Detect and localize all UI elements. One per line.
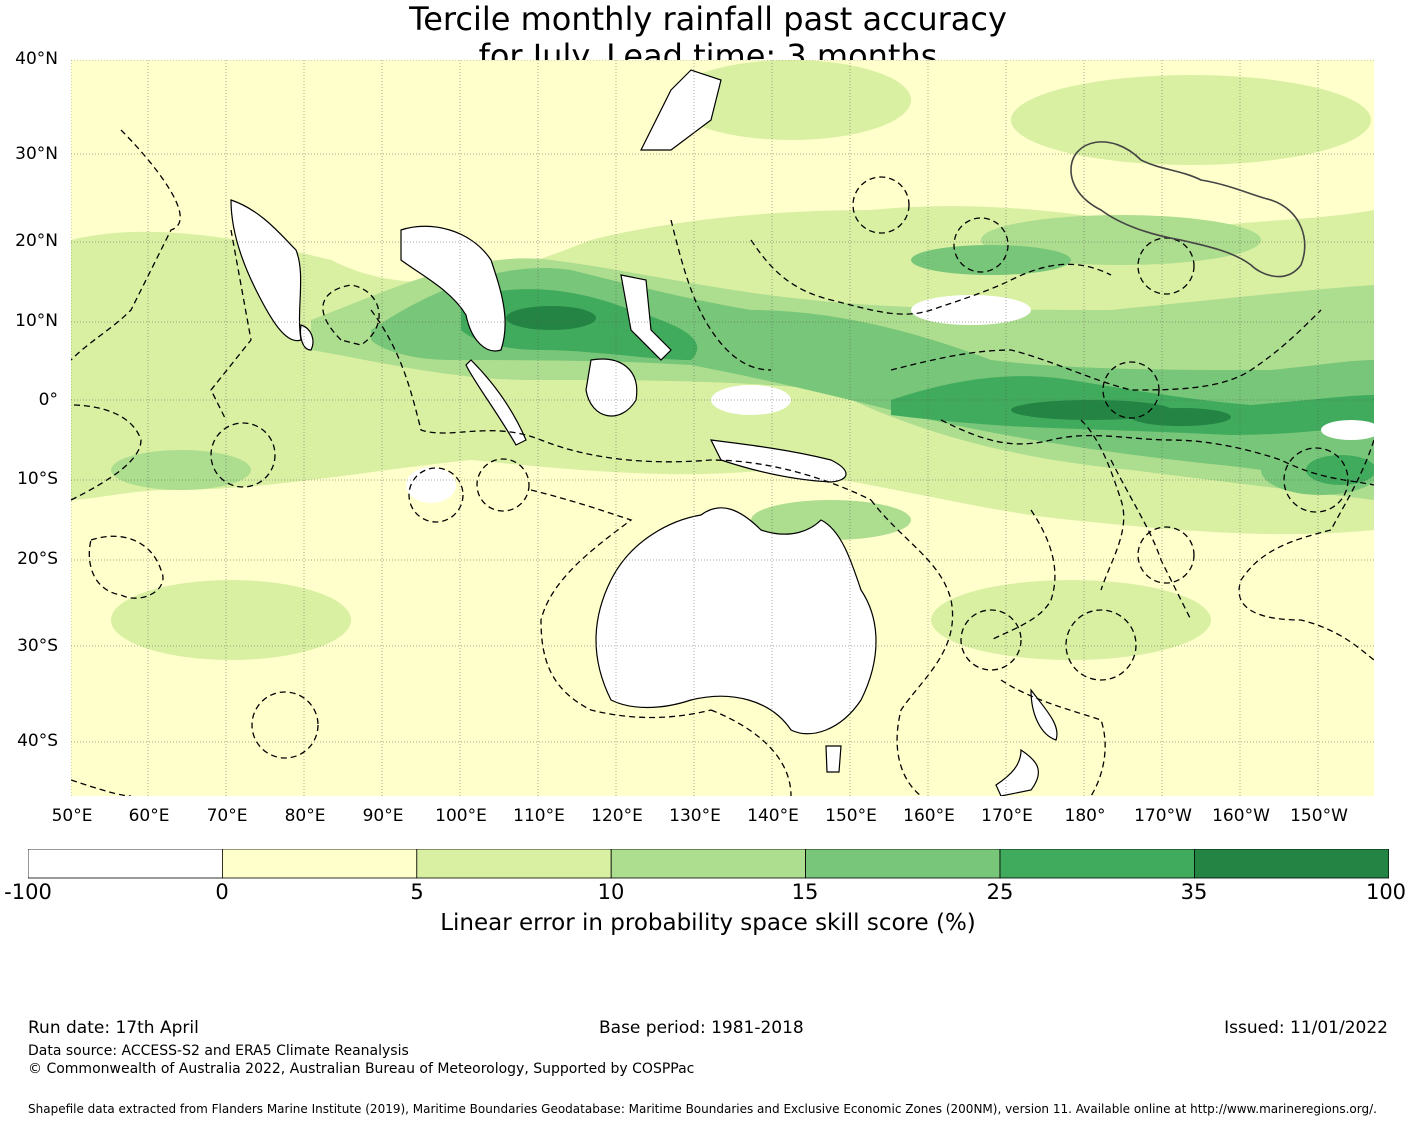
copyright: © Commonwealth of Australia 2022, Austra… — [28, 1061, 695, 1077]
lon-label-90e: 90°E — [362, 806, 404, 826]
colorbar-swatch-35-100 — [1194, 849, 1389, 879]
shapefile-credit: Shapefile data extracted from Flanders M… — [28, 1102, 1377, 1116]
sumatra — [465, 359, 527, 446]
philippines — [620, 274, 672, 361]
lon-label-60e: 60°E — [128, 806, 170, 826]
eez-boundaries — [71, 129, 1374, 796]
skill-35-100-areas — [506, 306, 1231, 426]
colorbar-swatch-15-25 — [805, 849, 1001, 879]
map-title-line-1: Tercile monthly rainfall past accuracy — [409, 0, 1007, 38]
lon-label-130e: 130°E — [669, 806, 721, 826]
lon-label-120e: 120°E — [591, 806, 643, 826]
colorbar-swatch-neg100-0 — [28, 849, 223, 879]
lat-label-30s: 30°S — [17, 636, 58, 656]
lat-label-10s: 10°S — [17, 469, 58, 489]
lat-label-20n: 20°N — [15, 231, 58, 251]
colorbar-tick-15: 15 — [791, 880, 819, 904]
lon-label-150w: 150°W — [1290, 806, 1348, 826]
colorbar-tick-0: 0 — [215, 880, 229, 904]
indochina — [400, 225, 506, 352]
asia-mainland — [71, 60, 1374, 220]
lon-label-50e: 50°E — [51, 806, 93, 826]
skill-score-map — [71, 60, 1374, 796]
colorbar-tick-neg100: -100 — [4, 880, 52, 904]
lat-label-20s: 20°S — [17, 549, 58, 569]
lon-label-160e: 160°E — [903, 806, 955, 826]
colorbar-tick-35: 35 — [1180, 880, 1208, 904]
lat-label-30n: 30°N — [15, 144, 58, 164]
lon-label-100e: 100°E — [435, 806, 487, 826]
colorbar-swatch-25-35 — [999, 849, 1195, 879]
colorbar-swatch-10-15 — [610, 849, 807, 879]
lon-label-140e: 140°E — [747, 806, 799, 826]
issued-date: Issued: 11/01/2022 — [1224, 1018, 1388, 1038]
japan — [640, 69, 722, 151]
new-guinea — [709, 439, 847, 483]
lon-label-70e: 70°E — [206, 806, 248, 826]
lon-label-80e: 80°E — [284, 806, 326, 826]
hawaii-eez-boundary — [1070, 141, 1306, 278]
gridlines — [71, 60, 1374, 796]
lat-label-0: 0° — [38, 390, 58, 410]
colorbar-tick-10: 10 — [597, 880, 625, 904]
new-zealand-south — [995, 748, 1039, 796]
colorbar — [28, 849, 1389, 879]
colorbar-swatch-5-10 — [416, 849, 612, 879]
base-period: Base period: 1981-2018 — [599, 1018, 804, 1038]
run-date: Run date: 17th April — [28, 1018, 199, 1038]
new-zealand-north — [1030, 688, 1058, 741]
lon-label-170w: 170°W — [1134, 806, 1192, 826]
sri-lanka — [299, 324, 314, 351]
colorbar-tick-5: 5 — [410, 880, 424, 904]
data-source: Data source: ACCESS-S2 and ERA5 Climate … — [28, 1043, 409, 1059]
lon-label-110e: 110°E — [513, 806, 565, 826]
tasmania — [825, 745, 842, 773]
lon-label-150e: 150°E — [825, 806, 877, 826]
land-masses — [71, 60, 1374, 796]
lat-label-40n: 40°N — [15, 49, 58, 69]
colorbar-tick-100: 100 — [1365, 880, 1407, 904]
lon-label-180: 180° — [1064, 806, 1106, 826]
lon-label-170e: 170°E — [981, 806, 1033, 826]
lat-label-10n: 10°N — [15, 311, 58, 331]
australia — [595, 507, 877, 735]
colorbar-swatch-0-5 — [221, 849, 418, 879]
colorbar-label: Linear error in probability space skill … — [440, 910, 976, 936]
lat-label-40s: 40°S — [17, 731, 58, 751]
lon-label-160w: 160°W — [1212, 806, 1270, 826]
colorbar-tick-25: 25 — [986, 880, 1014, 904]
